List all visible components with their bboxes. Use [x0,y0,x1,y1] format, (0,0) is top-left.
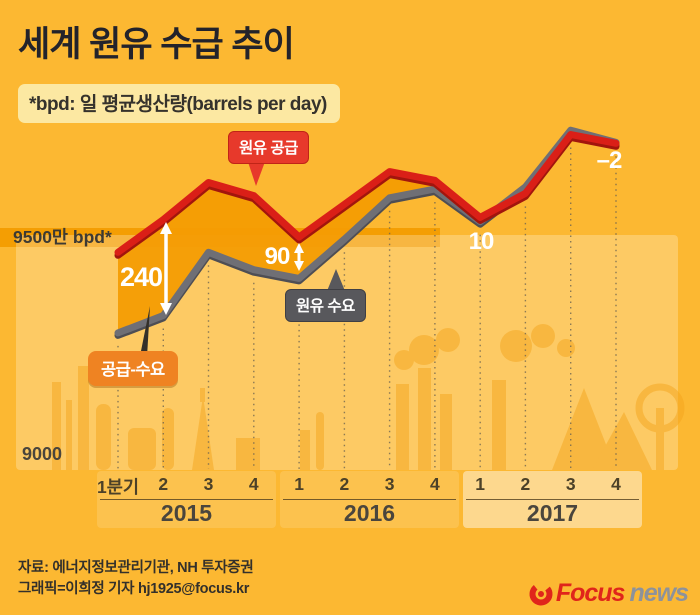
y-axis-label-9500: 9500만 bpd* [13,227,112,247]
quarter-label: 4 [248,474,259,494]
quarter-label: 3 [565,474,576,494]
quarter-label: 4 [430,474,440,494]
quarter-label: 2 [158,474,169,494]
quarter-label: 1 [475,474,486,494]
year-group-2017: 2017 [463,471,642,528]
quarter-label: 3 [203,474,214,494]
y-axis-label-9000: 9000 [22,444,63,464]
axis-divider [100,499,273,500]
year-label: 2017 [526,500,579,526]
logo-text-focus: Focus [555,579,626,607]
demand-series-label: 원유 수요 [285,289,366,322]
quarter-label: 4 [611,474,621,494]
logo-text-news: news [629,579,689,607]
quarter-label: 2 [339,474,350,494]
year-group-2016: 2016 [280,471,459,528]
gap-value-2016q1: 90 [264,243,291,270]
gap-series-label: 공급-수요 [88,351,178,386]
axis-divider [466,499,639,500]
bpd-definition-note: *bpd: 일 평균생산량(barrels per day) [18,84,340,123]
gap-value-2017q4: –2 [596,147,623,174]
credit-line: 그래픽=이희정 기자 hj1925@focus.kr [18,581,250,597]
source-line: 자료: 에너지정보관리기관, NH 투자증권 [18,560,254,576]
quarter-label: 1 [294,474,304,494]
year-label: 2015 [160,500,213,526]
page-title: 세계 원유 수급 추이 [18,25,295,64]
supply-series-label: 원유 공급 [228,131,309,164]
focus-news-logo: Focus news [529,579,689,608]
gap-value-2015q2: 240 [119,262,163,292]
gap-value-2017q1: 10 [468,228,495,255]
axis-divider [283,499,456,500]
quarter-label: 2 [520,474,531,494]
focus-news-swirl-icon [529,582,553,605]
year-group-2015: 2015 [97,471,276,528]
quarter-label: 1분기 [97,477,139,497]
quarter-label: 3 [384,474,395,494]
year-label: 2016 [343,500,396,526]
